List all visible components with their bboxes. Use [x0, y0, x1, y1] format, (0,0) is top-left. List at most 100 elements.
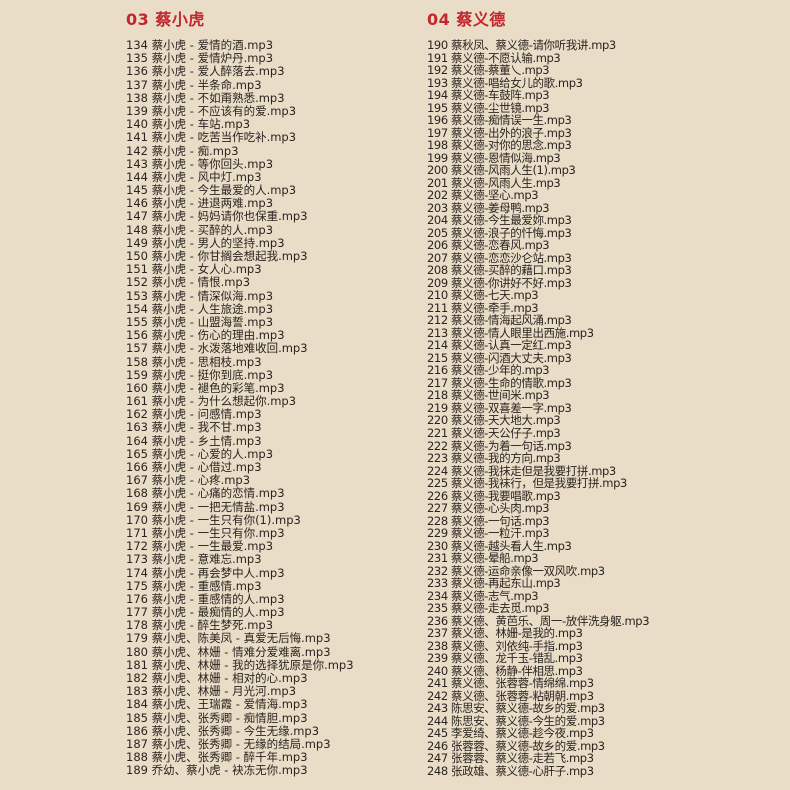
track-item: 167 蔡小虎 - 心疼.mp3 [126, 473, 251, 488]
track-item: 222 蔡义德-为着一句话.mp3 [427, 438, 572, 453]
track-item: 184 蔡小虎、王瑞霞 - 爱情海.mp3 [126, 697, 308, 712]
track-item: 168 蔡小虎 - 心痛的恋情.mp3 [126, 486, 285, 501]
track-item: 211 蔡义德-牵手.mp3 [427, 300, 539, 315]
track-list: 134 蔡小虎 - 爱情的酒.mp3 135 蔡小虎 - 爱情炉丹.mp3 136 … [126, 38, 416, 778]
track-item: 162 蔡小虎 - 问感情.mp3 [126, 407, 262, 422]
track-item: 185 蔡小虎、张秀卿 - 痴情胆.mp3 [126, 710, 308, 725]
track-item: 194 蔡义德-车鼓阵.mp3 [427, 88, 550, 103]
track-item: 198 蔡义德-对你的思念.mp3 [427, 138, 572, 153]
track-list: 190 蔡秋凤、蔡义德-请你听我讲.mp3 191 蔡义德-不愿认输.mp3 192… [427, 39, 727, 777]
track-item: 166 蔡小虎 - 心借过.mp3 [126, 460, 262, 474]
track-item: 221 蔡义德-天公仔子.mp3 [427, 425, 561, 440]
track-item: 192 蔡义德-蔡董乀.mp3 [427, 63, 550, 78]
track-item: 134 蔡小虎 - 爱情的酒.mp3 [126, 38, 274, 52]
track-item: 212 蔡义德-情海起风涌.mp3 [427, 313, 572, 328]
track-item: 136 蔡小虎 - 爱人醉落去.mp3 [126, 64, 285, 79]
track-item: 181 蔡小虎、林姗 - 我的选择犹原是你.mp3 [126, 657, 354, 672]
track-item: 146 蔡小虎 - 进退两难.mp3 [126, 196, 274, 211]
track-item: 157 蔡小虎 - 水泼落地难收回.mp3 [126, 341, 308, 356]
track-item: 219 蔡义德-双喜差一字.mp3 [427, 400, 572, 415]
track-item: 248 张政雄、蔡义德-心肝子.mp3 [427, 763, 594, 778]
track-item: 151 蔡小虎 - 女人心.mp3 [126, 262, 262, 277]
track-item: 174 蔡小虎 - 再会梦中人.mp3 [126, 565, 285, 580]
track-item: 180 蔡小虎、林姗 - 情难分爱难离.mp3 [126, 644, 331, 659]
track-item: 196 蔡义德-痴情误一生.mp3 [427, 113, 572, 128]
track-item: 217 蔡义德-生命的情歌.mp3 [427, 375, 572, 390]
track-item: 195 蔡义德-尘世镜.mp3 [427, 100, 550, 115]
track-item: 152 蔡小虎 - 情恨.mp3 [126, 275, 251, 290]
track-item: 240 蔡义德、杨静-伴相思.mp3 [427, 663, 583, 678]
track-item: 164 蔡小虎 - 乡土情.mp3 [126, 433, 262, 448]
track-item: 171 蔡小虎 - 一生只有你.mp3 [126, 525, 285, 540]
track-item: 199 蔡义德-恩情似海.mp3 [427, 150, 561, 165]
track-item: 238 蔡义德、刘依纯-手指.mp3 [427, 638, 583, 653]
track-item: 148 蔡小虎 - 买醉的人.mp3 [126, 222, 274, 237]
track-item: 155 蔡小虎 - 山盟海誓.mp3 [126, 314, 274, 329]
track-item: 218 蔡义德-世间米.mp3 [427, 388, 550, 403]
track-item: 245 李爱绮、蔡义德-趁今夜.mp3 [427, 726, 594, 741]
track-item: 244 陈思安、蔡义德-今生的爱.mp3 [427, 713, 605, 728]
track-item: 224 蔡义德-我抹走但是我要打拼.mp3 [427, 463, 616, 478]
track-item: 149 蔡小虎 - 男人的坚持.mp3 [126, 235, 285, 250]
track-item: 209 蔡义德-你讲好不好.mp3 [427, 275, 572, 290]
track-item: 239 蔡义德、龙千玉-错乱.mp3 [427, 651, 583, 666]
track-item: 156 蔡小虎 - 伤心的理由.mp3 [126, 328, 285, 343]
track-item: 234 蔡义德-志气.mp3 [427, 588, 539, 603]
track-item: 189 乔幼、蔡小虎 - 袂冻无你.mp3 [126, 763, 308, 778]
track-item: 247 张蓉蓉、蔡义德-走若飞.mp3 [427, 751, 594, 766]
track-item: 227 蔡义德-心头肉.mp3 [427, 501, 550, 516]
track-item: 140 蔡小虎 - 车站.mp3 [126, 117, 251, 132]
track-item: 237 蔡义德、林姗-是我的.mp3 [427, 626, 583, 641]
track-item: 137 蔡小虎 - 半条命.mp3 [126, 77, 262, 92]
section-03: 03 蔡小虎 134 蔡小虎 - 爱情的酒.mp3 135 蔡小虎 - 爱情炉丹.… [126, 9, 416, 778]
track-item: 229 蔡义德-一粒汗.mp3 [427, 526, 550, 541]
track-item: 236 蔡义德、黄芭乐、周一-放伴洗身躯.mp3 [427, 613, 650, 628]
track-item: 145 蔡小虎 - 今生最爱的人.mp3 [126, 183, 297, 198]
track-item: 161 蔡小虎 - 为什么想起你.mp3 [126, 394, 297, 409]
section-title: 03 蔡小虎 [126, 10, 205, 29]
track-item: 216 蔡义德-少年的.mp3 [427, 363, 550, 378]
track-item: 186 蔡小虎、张秀卿 - 今生无缘.mp3 [126, 723, 320, 738]
track-item: 233 蔡义德-再起东山.mp3 [427, 576, 561, 591]
track-item: 143 蔡小虎 - 等你回头.mp3 [126, 156, 274, 171]
track-item: 172 蔡小虎 - 一生最爱.mp3 [126, 539, 274, 554]
track-item: 139 蔡小虎 - 不应该有的爱.mp3 [126, 103, 297, 118]
track-item: 232 蔡义德-运命亲像一双风吹.mp3 [427, 563, 605, 578]
track-item: 225 蔡义德-我袜行，但是我要打拼.mp3 [427, 476, 627, 491]
track-item: 138 蔡小虎 - 不如甭熟悉.mp3 [126, 90, 285, 105]
track-item: 159 蔡小虎 - 挺你到底.mp3 [126, 367, 274, 382]
track-item: 201 蔡义德-风雨人生.mp3 [427, 175, 561, 190]
track-item: 200 蔡义德-风雨人生(1).mp3 [427, 163, 576, 178]
track-item: 242 蔡义德、张蓉蓉-粘朝朝.mp3 [427, 688, 594, 703]
track-item: 170 蔡小虎 - 一生只有你(1).mp3 [126, 512, 301, 527]
track-item: 158 蔡小虎 - 思相枝.mp3 [126, 354, 262, 369]
track-item: 163 蔡小虎 - 我不甘.mp3 [126, 420, 262, 435]
track-item: 215 蔡义德-闪酒大丈夫.mp3 [427, 350, 572, 365]
track-item: 144 蔡小虎 - 风中灯.mp3 [126, 169, 262, 184]
track-item: 169 蔡小虎 - 一把无情盐.mp3 [126, 499, 285, 514]
track-item: 193 蔡义德-唱给女儿的歌.mp3 [427, 75, 583, 90]
track-item: 147 蔡小虎 - 妈妈请你也保重.mp3 [126, 209, 308, 224]
track-item: 187 蔡小虎、张秀卿 - 无缘的结局.mp3 [126, 736, 331, 751]
track-item: 208 蔡义德-买醉的藉口.mp3 [427, 263, 572, 278]
track-item: 207 蔡义德-恋恋沙仑站.mp3 [427, 250, 572, 265]
track-item: 204 蔡义德-今生最爱妳.mp3 [427, 213, 572, 228]
track-item: 142 蔡小虎 - 痴.mp3 [126, 143, 239, 158]
track-item: 206 蔡义德-恋春风.mp3 [427, 238, 550, 253]
track-item: 178 蔡小虎 - 醉生梦死.mp3 [126, 618, 274, 633]
track-item: 220 蔡义德-天大地大.mp3 [427, 413, 561, 428]
track-item: 235 蔡义德-走去觅.mp3 [427, 601, 550, 616]
track-item: 160 蔡小虎 - 褪色的彩笔.mp3 [126, 380, 285, 395]
track-item: 231 蔡义德-晕船.mp3 [427, 551, 539, 566]
track-item: 183 蔡小虎、林姗 - 月光河.mp3 [126, 684, 297, 699]
track-item: 230 蔡义德-越头看人生.mp3 [427, 538, 572, 553]
track-item: 177 蔡小虎 - 最痴情的人.mp3 [126, 605, 285, 620]
track-item: 173 蔡小虎 - 意难忘.mp3 [126, 552, 262, 567]
track-item: 182 蔡小虎、林姗 - 相对的心.mp3 [126, 671, 308, 685]
track-item: 228 蔡义德-一句话.mp3 [427, 513, 550, 528]
track-item: 135 蔡小虎 - 爱情炉丹.mp3 [126, 51, 274, 66]
section-04: 04 蔡义德 190 蔡秋凤、蔡义德-请你听我讲.mp3 191 蔡义德-不愿认输… [427, 9, 727, 777]
track-item: 246 张蓉蓉、蔡义德-故乡的爱.mp3 [427, 738, 605, 753]
track-item: 188 蔡小虎、张秀卿 - 醉千年.mp3 [126, 750, 308, 765]
track-item: 175 蔡小虎 - 重感情.mp3 [126, 578, 262, 593]
